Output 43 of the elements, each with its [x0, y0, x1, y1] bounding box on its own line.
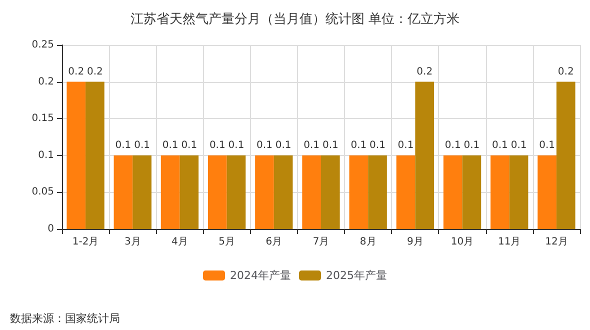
data-label: 0.1	[444, 140, 461, 151]
data-label: 0.1	[228, 140, 244, 151]
data-label: 0.1	[162, 140, 178, 151]
x-tick-label: 1-2月	[72, 236, 99, 248]
data-label: 0.1	[209, 140, 226, 151]
data-label: 0.2	[68, 66, 84, 78]
legend-label: 2024年产量	[230, 269, 292, 282]
y-tick-label: 0.1	[38, 150, 54, 161]
y-tick-label: 0.25	[32, 40, 54, 50]
data-label: 0.1	[275, 140, 292, 151]
data-label: 0.1	[322, 140, 338, 151]
x-tick-label: 9月	[406, 236, 424, 248]
data-label: 0.1	[181, 140, 198, 151]
data-label: 0.1	[510, 140, 527, 151]
y-tick-label: 0	[48, 224, 54, 234]
legend-label: 2025年产量	[326, 269, 387, 282]
x-tick-label: 3月	[124, 236, 141, 248]
x-tick-label: 12月	[545, 236, 568, 248]
x-tick-label: 5月	[218, 236, 236, 248]
x-tick-label: 10月	[450, 236, 474, 248]
x-tick-label: 4月	[172, 236, 188, 248]
data-label: 0.1	[492, 140, 508, 151]
source-note: 数据来源：国家统计局	[10, 312, 120, 325]
data-label: 0.1	[350, 140, 367, 151]
data-label: 0.2	[416, 66, 433, 78]
data-label: 0.1	[256, 140, 272, 151]
data-label: 0.1	[398, 140, 414, 151]
y-tick-label: 0.05	[32, 186, 54, 198]
data-label: 0.2	[87, 66, 103, 78]
chart-title: 江苏省天然气产量分月（当月值）统计图 单位：亿立方米	[130, 11, 460, 27]
x-tick-label: 11月	[498, 236, 521, 248]
x-tick-label: 7月	[312, 236, 330, 248]
x-tick-label: 6月	[266, 236, 282, 248]
data-label: 0.1	[370, 140, 386, 151]
data-label: 0.1	[134, 140, 150, 151]
data-label: 0.1	[115, 140, 132, 151]
y-tick-label: 0.2	[38, 76, 54, 88]
x-tick-label: 8月	[360, 236, 376, 248]
data-label: 0.2	[558, 66, 574, 78]
data-label: 0.1	[304, 140, 320, 151]
data-label: 0.1	[464, 140, 480, 151]
y-tick-label: 0.15	[32, 113, 54, 124]
data-label: 0.1	[539, 140, 555, 151]
